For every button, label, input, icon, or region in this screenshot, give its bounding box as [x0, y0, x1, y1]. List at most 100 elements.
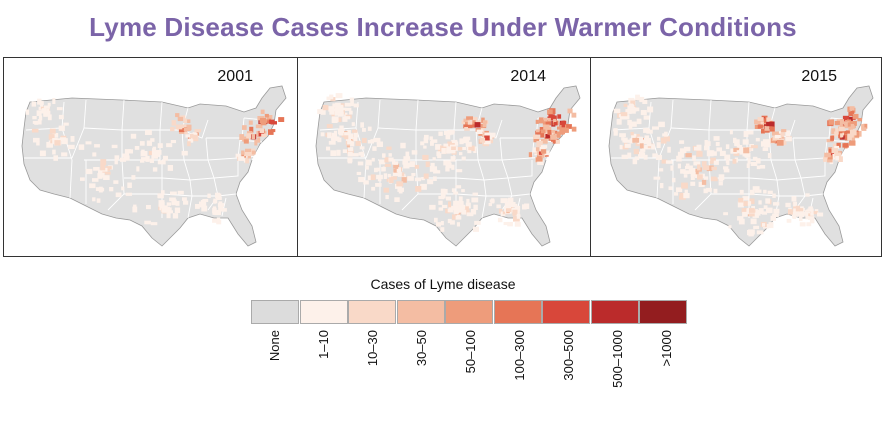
county-cell — [621, 154, 629, 159]
legend-label: 500–1000 — [610, 330, 625, 388]
county-cell — [776, 140, 784, 146]
county-cell — [470, 209, 477, 215]
county-cell — [683, 170, 690, 175]
county-cell — [261, 133, 267, 138]
county-cell — [151, 154, 158, 159]
county-cell — [150, 222, 158, 226]
county-cell — [823, 156, 828, 162]
county-cell — [372, 146, 377, 151]
county-cell — [491, 198, 495, 204]
county-cell — [781, 129, 787, 133]
county-cell — [631, 133, 637, 139]
county-cell — [636, 118, 642, 125]
county-cell — [443, 130, 449, 135]
county-cell — [633, 148, 639, 155]
county-cell — [643, 127, 650, 133]
legend-swatch — [445, 300, 493, 324]
county-cell — [458, 204, 466, 210]
county-cell — [785, 202, 791, 208]
county-cell — [335, 107, 339, 113]
county-cell — [371, 157, 375, 162]
county-cell — [183, 200, 189, 205]
county-cell — [757, 124, 763, 129]
county-cell — [791, 196, 797, 202]
county-cell — [810, 212, 814, 216]
county-cell — [754, 209, 758, 213]
county-cell — [201, 205, 208, 212]
county-cell — [429, 166, 435, 172]
county-cell — [536, 154, 542, 161]
county-cell — [327, 132, 332, 139]
county-cell — [826, 139, 834, 143]
county-cell — [144, 220, 151, 225]
county-cell — [446, 148, 451, 154]
county-cell — [550, 115, 557, 121]
county-cell — [58, 125, 65, 131]
county-cell — [101, 187, 105, 192]
county-cell — [52, 98, 56, 104]
county-cell — [553, 118, 557, 123]
county-cell — [429, 136, 433, 141]
county-cell — [665, 160, 673, 164]
county-cell — [423, 173, 429, 179]
county-cell — [703, 188, 708, 194]
county-cell — [634, 156, 640, 161]
county-cell — [331, 137, 336, 143]
county-cell — [723, 212, 728, 216]
county-cell — [438, 207, 444, 211]
us-map — [21, 85, 287, 247]
county-cell — [383, 173, 388, 179]
county-cell — [760, 121, 764, 126]
county-cell — [437, 153, 442, 159]
county-cell — [351, 129, 358, 133]
county-cell — [706, 187, 712, 192]
county-cell — [683, 193, 690, 199]
county-cell — [326, 96, 330, 100]
county-cell — [247, 154, 251, 159]
county-cell — [651, 144, 655, 150]
county-cell — [613, 108, 621, 114]
county-cell — [425, 161, 430, 168]
county-cell — [461, 120, 466, 125]
county-cell — [387, 173, 391, 178]
county-cell — [543, 150, 550, 156]
county-cell — [255, 124, 263, 129]
county-cell — [54, 140, 61, 146]
county-cell — [831, 128, 836, 134]
county-cell — [452, 214, 459, 220]
county-cell — [161, 205, 168, 209]
county-cell — [850, 129, 857, 136]
county-cell — [476, 129, 483, 134]
county-cell — [660, 137, 667, 144]
county-cell — [170, 140, 176, 144]
county-cell — [157, 160, 164, 165]
county-cell — [378, 159, 386, 165]
county-cell — [466, 116, 473, 120]
county-cell — [329, 94, 334, 100]
county-cell — [167, 165, 173, 171]
county-cell — [839, 135, 845, 140]
county-cell — [360, 122, 364, 128]
county-cell — [555, 139, 560, 144]
county-cell — [448, 143, 455, 147]
county-cell — [343, 133, 348, 138]
county-cell — [48, 134, 55, 140]
county-cell — [241, 150, 245, 155]
county-cell — [440, 221, 444, 226]
county-cell — [465, 120, 470, 127]
county-cell — [697, 164, 701, 171]
county-cell — [473, 204, 478, 210]
county-cell — [349, 110, 353, 115]
county-cell — [830, 152, 834, 156]
county-cell — [623, 139, 631, 143]
county-cell — [163, 155, 168, 161]
county-cell — [780, 130, 785, 136]
county-cell — [461, 156, 466, 161]
county-cell — [438, 200, 443, 205]
county-cell — [373, 137, 381, 143]
county-cell — [330, 150, 337, 156]
county-cell — [374, 167, 378, 173]
county-cell — [187, 141, 191, 147]
county-cell — [104, 171, 111, 175]
county-cell — [175, 113, 180, 118]
